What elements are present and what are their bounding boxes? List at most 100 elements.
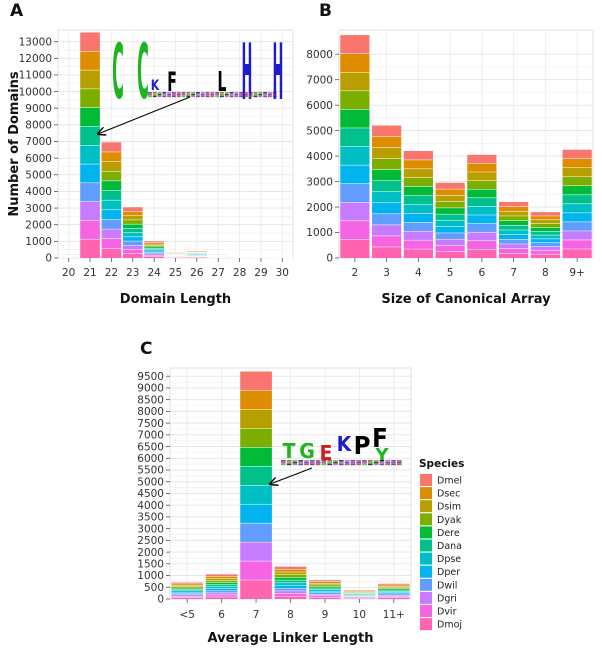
x-tick-label: 30 bbox=[276, 267, 289, 279]
logo-residue bbox=[234, 92, 239, 94]
logo-residue bbox=[315, 460, 321, 462]
x-tick-label: 2 bbox=[352, 267, 359, 279]
bar-segment bbox=[340, 35, 370, 54]
bar-segment bbox=[562, 158, 592, 168]
bar-segment bbox=[80, 164, 100, 183]
bar-segment bbox=[171, 592, 204, 594]
bar-segment bbox=[467, 189, 497, 198]
bar-segment bbox=[274, 574, 307, 578]
bar-segment bbox=[101, 238, 122, 249]
legend-label: Dyak bbox=[437, 515, 462, 526]
logo-residue bbox=[368, 460, 373, 462]
bar-segment bbox=[343, 593, 376, 594]
logo-residue bbox=[315, 461, 321, 464]
bar-segment bbox=[343, 596, 376, 598]
legend-label: Dana bbox=[437, 541, 462, 552]
bar-segment bbox=[144, 242, 164, 245]
logo-residue bbox=[244, 92, 248, 94]
logo-residue bbox=[152, 92, 157, 94]
logo-residue bbox=[281, 463, 286, 466]
x-tick-label: 8 bbox=[287, 609, 294, 621]
bar-segment bbox=[499, 225, 529, 230]
bar-segment bbox=[562, 230, 592, 240]
y-tick-label: 6000 bbox=[137, 453, 164, 465]
y-tick-label: 1000 bbox=[306, 227, 333, 239]
bar-segment bbox=[530, 254, 560, 258]
legend-label: Dgri bbox=[437, 593, 457, 604]
y-tick-label: 2500 bbox=[137, 535, 164, 547]
bar-segment bbox=[205, 574, 238, 577]
bar-segment bbox=[240, 523, 272, 543]
logo-residue bbox=[215, 92, 220, 94]
bar-segment bbox=[499, 253, 529, 258]
legend-swatch bbox=[420, 618, 432, 631]
bar-segment bbox=[403, 159, 433, 169]
logo-residue bbox=[148, 93, 152, 96]
bar-segment bbox=[101, 161, 122, 172]
logo-residue bbox=[152, 95, 157, 98]
logo-residue bbox=[176, 92, 181, 94]
bar-segment bbox=[309, 584, 341, 587]
bar-segment bbox=[144, 256, 164, 258]
bar-segment bbox=[403, 204, 433, 214]
bar-segment bbox=[101, 151, 122, 162]
logo-residue bbox=[344, 463, 350, 466]
bar-segment bbox=[309, 586, 341, 589]
logo-residue bbox=[253, 95, 258, 98]
logo-residue bbox=[162, 93, 167, 96]
bar-segment bbox=[171, 596, 204, 598]
logo-residue bbox=[272, 92, 277, 94]
bar-segment bbox=[340, 146, 370, 166]
logo-residue bbox=[298, 463, 304, 466]
logo-residue bbox=[167, 92, 172, 94]
bar-segment bbox=[467, 249, 497, 258]
logo-residue bbox=[268, 92, 272, 94]
logo-residue bbox=[356, 461, 362, 464]
logo-residue bbox=[258, 93, 263, 96]
bar-segment bbox=[144, 255, 164, 257]
y-tick-label: 8000 bbox=[137, 406, 164, 418]
bar-segment bbox=[562, 239, 592, 249]
logo-residue bbox=[333, 463, 338, 466]
logo-residue bbox=[379, 460, 385, 462]
bar-segment bbox=[343, 590, 376, 592]
y-tick-label: 13000 bbox=[19, 36, 52, 48]
bar-segment bbox=[530, 215, 560, 220]
bar-segment bbox=[80, 32, 100, 52]
bar-segment bbox=[340, 90, 370, 110]
bar-segment bbox=[240, 561, 272, 581]
bar-segment bbox=[499, 248, 529, 254]
bar-segment bbox=[274, 572, 307, 575]
bar-segment bbox=[340, 53, 370, 73]
bar-segment bbox=[122, 207, 143, 212]
bar-20 bbox=[58, 254, 79, 258]
bar-segment bbox=[187, 254, 207, 256]
logo-residue bbox=[373, 460, 379, 462]
legend-swatch bbox=[420, 487, 432, 500]
bar-segment bbox=[80, 201, 100, 221]
bar-segment bbox=[144, 251, 164, 253]
legend-swatch bbox=[420, 591, 432, 604]
bar-segment bbox=[372, 191, 402, 203]
y-tick-label: 4000 bbox=[306, 151, 333, 163]
bar-7 bbox=[240, 371, 272, 599]
bar-segment bbox=[309, 581, 341, 584]
logo-residue bbox=[191, 92, 196, 94]
x-tick-label: 29 bbox=[254, 267, 267, 279]
x-tick-label: 27 bbox=[212, 267, 225, 279]
bar-segment bbox=[435, 207, 465, 215]
bar-segment bbox=[403, 222, 433, 232]
bar-segment bbox=[343, 590, 376, 591]
y-tick-label: 2000 bbox=[137, 547, 164, 559]
bar-segment bbox=[144, 241, 164, 243]
bar-segment bbox=[80, 51, 100, 71]
bar-segment bbox=[187, 256, 207, 258]
panel-letter-a: A bbox=[10, 1, 24, 21]
bar-segment bbox=[122, 236, 143, 242]
y-tick-label: 3000 bbox=[25, 203, 52, 215]
logo-residue bbox=[181, 92, 186, 94]
logo-residue bbox=[157, 93, 162, 96]
logo-letter: P bbox=[354, 431, 371, 460]
bar-segment bbox=[240, 580, 272, 599]
